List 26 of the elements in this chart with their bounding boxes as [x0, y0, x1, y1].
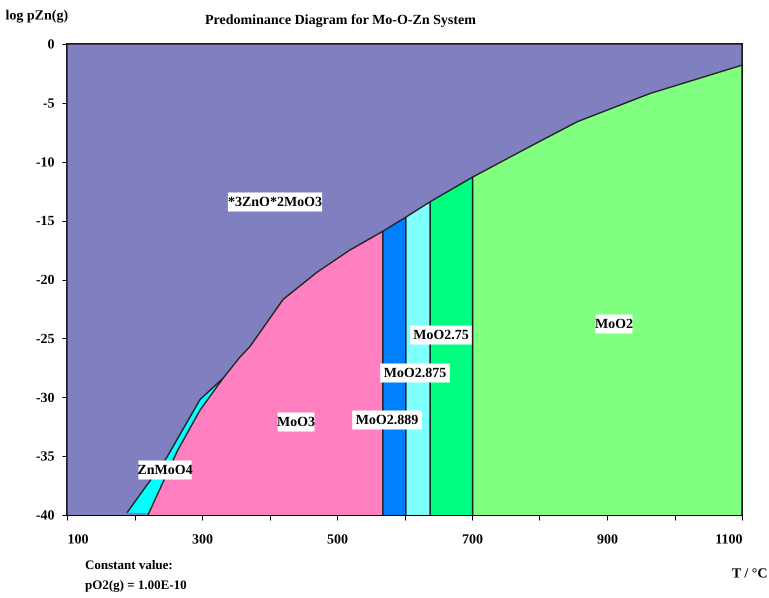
- y-tick-label: -5: [42, 96, 54, 112]
- x-tick-label: 500: [327, 532, 348, 548]
- x-tick-label: 700: [462, 532, 483, 548]
- y-tick-label: 0: [48, 38, 54, 52]
- y-tick-label: -25: [36, 332, 54, 347]
- y-tick-label: -20: [36, 273, 54, 288]
- x-tick-label: 1100: [715, 532, 742, 548]
- y-tick-label: -10: [36, 155, 54, 170]
- x-axis-title: T / °C: [732, 566, 768, 582]
- series-label: *3ZnO*2MoO3: [228, 195, 322, 210]
- series-label: MoO2.875: [384, 366, 446, 381]
- series-label: ZnMoO4: [137, 463, 193, 478]
- y-tick-label: -15: [36, 214, 54, 230]
- x-tick-label: 900: [597, 532, 618, 548]
- text: Constant value: pO2(g) = 1.00E-10: [85, 557, 187, 592]
- x-tick-label: 100: [68, 532, 88, 548]
- x-tick-label: 300: [192, 532, 213, 548]
- series-label: MoO2.889: [356, 413, 418, 428]
- y-tick-label: -35: [36, 450, 54, 465]
- series-label: MoO2: [594, 317, 634, 332]
- series-label: MoO3: [276, 415, 316, 430]
- y-tick-label: -30: [36, 390, 54, 406]
- chart-title: Predominance Diagram for Mo-O-Zn System: [205, 13, 476, 28]
- y-tick-label: -40: [36, 508, 54, 524]
- y-axis-title: log pZn(g): [6, 8, 68, 24]
- series-label: MoO2.75: [413, 328, 469, 343]
